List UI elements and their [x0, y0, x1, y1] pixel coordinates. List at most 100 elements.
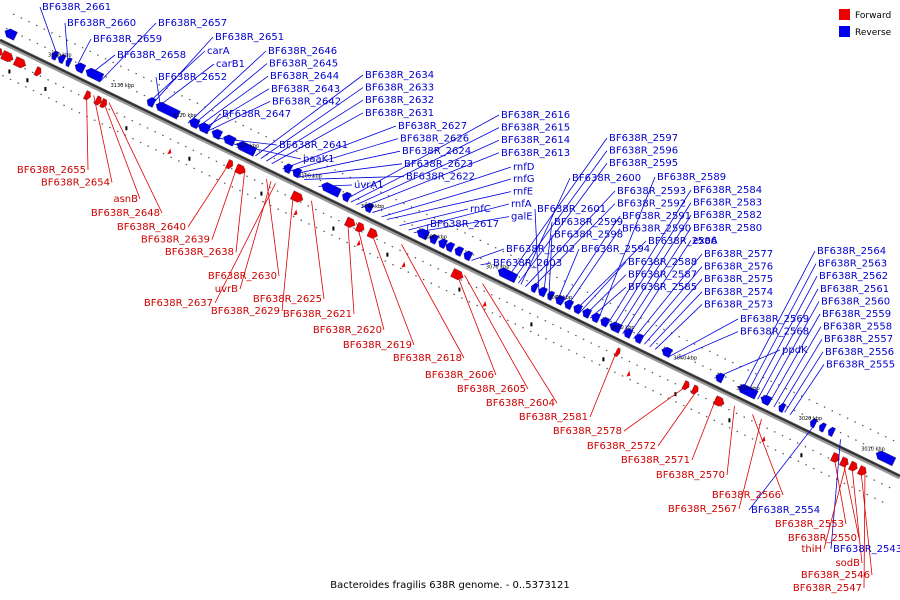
forward-gene-label: BF638R_2606	[425, 370, 494, 381]
forward-gene-label: BF638R_2605	[457, 384, 526, 395]
forward-gene-body	[366, 227, 378, 239]
reverse-gene-label: BF638R_2660	[67, 18, 136, 29]
reverse-gene-label: BF638R_2659	[93, 34, 162, 45]
forward-leader	[726, 405, 735, 476]
reverse-leader	[345, 114, 500, 200]
forward-leader	[266, 178, 280, 277]
reverse-leader	[150, 36, 214, 106]
reverse-gene	[74, 62, 87, 74]
reverse-gene-body	[778, 402, 787, 413]
reverse-gene-label: exoA	[693, 235, 718, 246]
forward-small-mark	[188, 156, 191, 161]
reverse-gene-body	[531, 282, 539, 294]
reverse-gene	[582, 308, 592, 319]
forward-small-gene	[401, 261, 406, 268]
forward-leader	[311, 200, 325, 300]
forward-leader	[239, 181, 272, 290]
forward-gene-label: BF638R_2625	[253, 294, 322, 305]
forward-small-gene	[167, 148, 172, 155]
reverse-leader	[669, 318, 739, 357]
reverse-gene-label: BF638R_2561	[820, 284, 889, 295]
reverse-leader	[39, 6, 60, 61]
reverse-gene-body	[454, 246, 465, 257]
forward-gene	[681, 380, 690, 391]
reverse-leader	[784, 351, 824, 413]
reverse-gene	[555, 295, 565, 306]
forward-small-mark	[260, 191, 263, 196]
reverse-gene-body	[564, 299, 574, 311]
reverse-leader	[561, 215, 621, 305]
forward-gene-body	[857, 465, 867, 476]
reverse-leader	[408, 203, 510, 231]
forward-gene-label: BF638R_2637	[144, 298, 213, 309]
reverse-leader	[386, 191, 512, 220]
reverse-gene	[778, 402, 787, 413]
reverse-gene-label: BF638R_2600	[572, 173, 641, 184]
forward-gene-body	[0, 46, 3, 58]
forward-gene-label: BF638R_2567	[668, 504, 737, 515]
reverse-gene-label: BF638R_2661	[42, 2, 111, 13]
reverse-gene	[85, 67, 105, 83]
forward-small-gene	[293, 209, 298, 216]
reverse-gene-label: BF638R_2626	[400, 134, 469, 145]
genome-caption: Bacteroides fragilis 638R genome. - 0..5…	[330, 580, 570, 591]
forward-gene-body	[450, 268, 464, 281]
forward-small-mark	[332, 226, 335, 231]
reverse-leader	[282, 125, 397, 170]
reverse-gene-label: galE	[511, 212, 533, 223]
forward-leader	[102, 99, 141, 200]
forward-leader	[401, 244, 465, 359]
guide-track	[0, 73, 888, 505]
reverse-leader	[298, 163, 403, 178]
reverse-gene-label: BF638R_2614	[501, 135, 570, 146]
reverse-leader	[520, 177, 571, 285]
reverse-gene-label: BF638R_2599	[554, 217, 623, 228]
forward-gene-body	[681, 380, 690, 391]
reverse-gene-label: paaK1	[303, 154, 335, 165]
reverse-leader	[287, 138, 399, 172]
forward-gene-body	[614, 347, 621, 358]
reverse-gene-label: rnfC	[470, 204, 491, 215]
reverse-gene-body	[283, 163, 294, 174]
reverse-leader	[757, 288, 819, 400]
reverse-gene-label: BF638R_2587	[628, 270, 697, 281]
reverse-gene-label: rnfE	[513, 187, 533, 198]
reverse-leader	[350, 127, 500, 203]
forward-gene-label: BF638R_2578	[553, 426, 622, 437]
reverse-leader	[525, 190, 616, 287]
forward-gene	[848, 460, 858, 472]
forward-gene	[0, 50, 14, 63]
genome-backbone	[0, 38, 900, 480]
reverse-gene-body	[74, 62, 87, 74]
reverse-gene	[236, 141, 258, 157]
reverse-gene	[573, 303, 583, 315]
reverse-gene-body	[582, 308, 592, 319]
reverse-gene-body	[819, 422, 827, 433]
reverse-gene-label: BF638R_2559	[822, 309, 891, 320]
reverse-gene-label: BF638R_2651	[215, 32, 284, 43]
forward-gene	[839, 456, 849, 468]
reverse-gene	[828, 426, 836, 437]
reverse-leader	[196, 75, 269, 128]
forward-small-mark	[530, 322, 533, 327]
forward-gene	[344, 216, 356, 228]
reverse-leader	[426, 223, 429, 239]
reverse-gene-label: BF638R_2582	[693, 210, 762, 221]
reverse-gene-label: rnfD	[513, 162, 535, 173]
reverse-leader	[399, 208, 469, 227]
forward-leader	[356, 222, 385, 331]
reverse-gene	[564, 299, 574, 311]
reverse-leader	[768, 313, 821, 405]
backbone-line	[0, 39, 900, 477]
reverse-leader	[205, 113, 221, 133]
reverse-gene-label: BF638R_2595	[609, 158, 678, 169]
forward-gene	[83, 90, 91, 101]
reverse-leader	[789, 364, 825, 416]
reverse-leader	[88, 54, 116, 76]
kbp-tick-label: 3060 kbp	[548, 295, 572, 301]
reverse-gene-label: BF638R_2634	[365, 70, 434, 81]
reverse-gene-label: BF638R_2560	[821, 296, 890, 307]
reverse-gene-body	[828, 426, 836, 437]
reverse-leader	[271, 112, 364, 165]
reverse-gene-body	[555, 295, 565, 306]
